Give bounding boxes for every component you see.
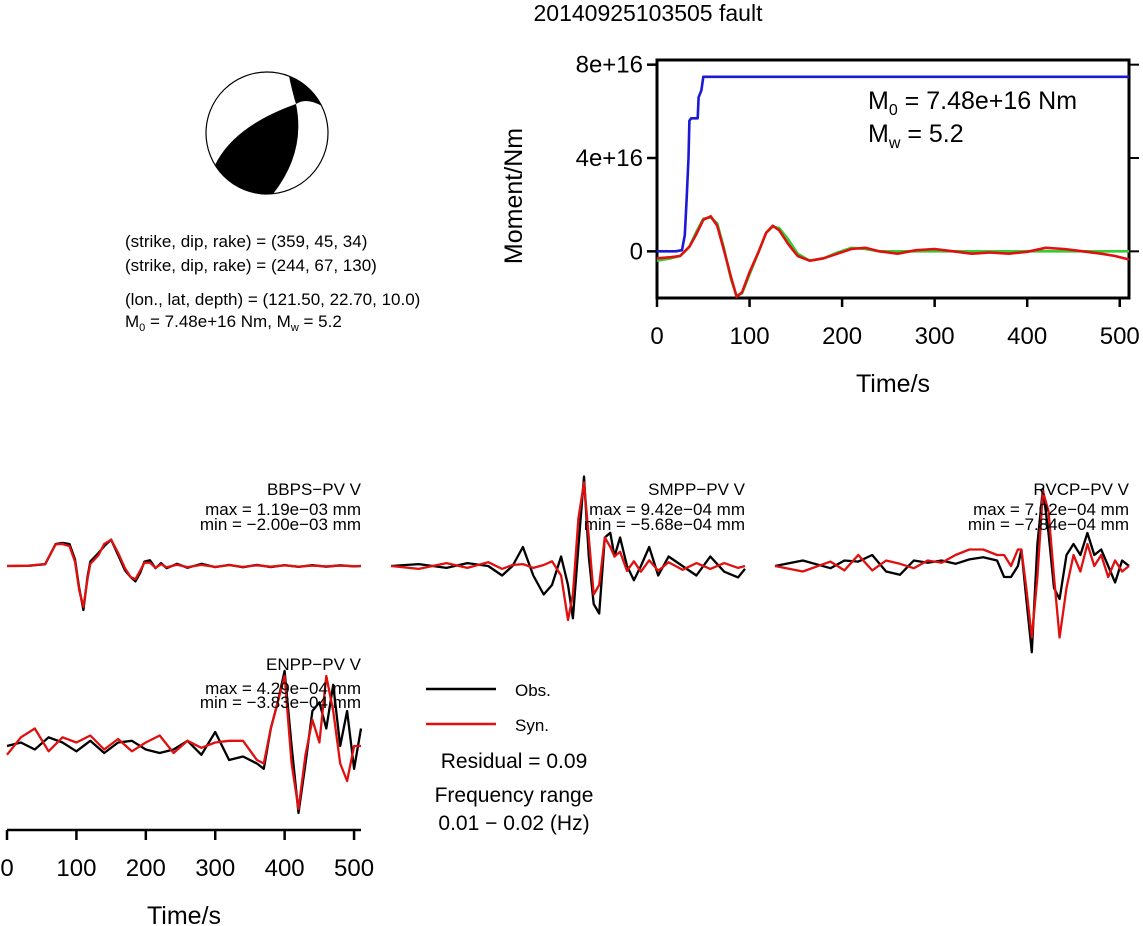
series-line-green [656,216,1129,297]
beachball-compressional-lower [215,104,299,195]
frequency-range-label: Frequency range [435,784,594,807]
station-min: min = −7.84e−04 mm [968,515,1129,534]
x-tick-label: 200 [126,855,166,882]
station-max: max = 9.42e−04 mm [589,500,745,519]
x-tick-label: 100 [56,855,96,882]
trace-synthetic [390,481,746,622]
waveform-x-label: Time/s [147,902,221,926]
nodal-plane-1: (strike, dip, rake) = (359, 45, 34) [125,232,367,251]
waveform-bbps: BBPS−PV V max = 1.19e−03 mm min = −2.00e… [6,480,362,612]
waveform-traces [390,475,746,622]
waveform-traces [6,538,362,612]
station-min: min = −2.00e−03 mm [200,515,361,534]
beachball-compressional-upper [289,76,322,106]
series-line-cumulative [657,75,1129,253]
beachball [205,71,329,195]
frequency-range-value: 0.01 − 0.02 (Hz) [438,812,589,835]
waveform-x-axis: 0 100 200 300 400 500 [0,828,374,882]
station-name: RVCP−PV V [1033,480,1129,499]
moment-x-label: Time/s [856,370,930,398]
trace-synthetic [6,538,362,608]
x-tick-label: 500 [334,855,374,882]
station-min: min = −3.83e−04 mm [200,693,361,712]
waveform-traces [6,669,363,815]
x-tick-label: 300 [915,323,955,350]
moment-y-label: Moment/Nm [500,128,528,264]
trace-synthetic [6,674,361,811]
trace-observed [774,487,1130,654]
figure-title: 20140925103505 fault [534,0,764,26]
x-tick-label: 400 [265,855,305,882]
y-tick-label: 4e+16 [576,145,643,172]
x-tick-label: 100 [730,323,770,350]
moment-x-axis: 0 100 200 300 400 500 [650,298,1140,350]
x-tick-label: 0 [650,323,663,350]
x-tick-label: 500 [1100,323,1140,350]
legend: Obs. Syn. Residual = 0.09 Frequency rang… [426,681,593,835]
waveform-smpp: SMPP−PV V max = 9.42e−04 mm min = −5.68e… [390,475,746,622]
moment-plot-frame [655,58,1131,300]
waveform-traces [774,487,1130,654]
waveform-rvcp: RVCP−PV V max = 7.02e−04 mm min = −7.84e… [774,480,1130,654]
x-tick-label: 300 [195,855,235,882]
residual-text: Residual = 0.09 [441,750,588,773]
trace-synthetic [774,490,1130,639]
x-tick-label: 200 [822,323,862,350]
source-moment: M0 = 7.48e+16 Nm, Mw = 5.2 [125,312,342,334]
nodal-plane-2: (strike, dip, rake) = (244, 67, 130) [125,256,377,275]
trace-observed [390,475,746,620]
source-location: (lon., lat, depth) = (121.50, 22.70, 10.… [125,290,420,309]
station-max: max = 4.29e−04 mm [205,679,361,698]
x-tick-label: 0 [0,855,13,882]
station-max: max = 7.02e−04 mm [973,500,1129,519]
moment-annotation-m0: M0 = 7.48e+16 Nm [868,87,1077,119]
station-max: max = 1.19e−03 mm [205,500,361,519]
station-name: BBPS−PV V [267,480,362,499]
moment-annotation-mw: Mw = 5.2 [868,120,964,152]
y-tick-label: 8e+16 [576,52,643,79]
trace-observed [6,538,362,612]
moment-y-axis: 0 4e+16 8e+16 [576,52,1139,265]
station-name: ENPP−PV V [266,655,362,674]
station-min: min = −5.68e−04 mm [584,515,745,534]
x-tick-label: 400 [1007,323,1047,350]
legend-syn-label: Syn. [515,716,549,735]
source-info: (strike, dip, rake) = (359, 45, 34) (str… [125,232,420,334]
series-line-red [656,215,1130,299]
legend-obs-label: Obs. [515,681,551,700]
waveform-enpp: ENPP−PV V max = 4.29e−04 mm min = −3.83e… [0,655,374,926]
station-name: SMPP−PV V [648,480,746,499]
y-tick-label: 0 [630,238,643,265]
moment-series [656,75,1130,299]
moment-function-panel: 0 4e+16 8e+16 0 100 200 300 400 500 Moment/Nm T… [500,52,1140,398]
